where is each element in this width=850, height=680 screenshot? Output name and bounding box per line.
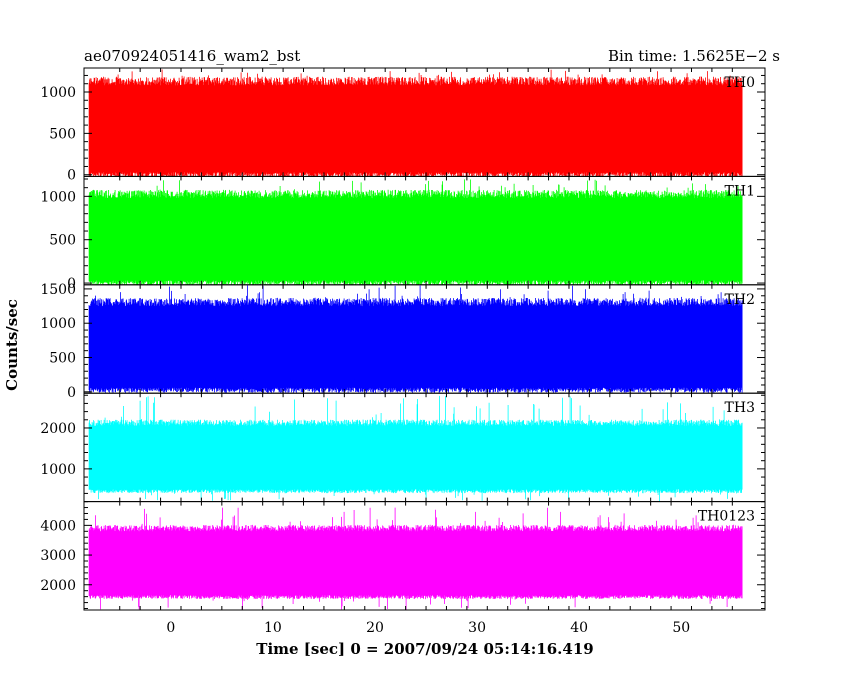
y-tick-label: 4000 [40, 518, 76, 534]
x-tick-label: 10 [264, 620, 282, 636]
x-tick-label: 40 [570, 620, 588, 636]
y-axis-label: Counts/sec [3, 299, 21, 391]
y-tick-label: 2000 [40, 578, 76, 594]
series-th3-trace [88, 395, 743, 502]
y-tick-label: 1000 [40, 189, 76, 205]
series-th1-trace [88, 179, 743, 285]
x-tick-label: 20 [366, 620, 384, 636]
x-tick-label: 30 [468, 620, 486, 636]
y-tick-label: 3000 [40, 548, 76, 564]
y-tick-label: 1500 [40, 282, 76, 298]
y-tick-label: 500 [49, 351, 76, 367]
series-th0-trace [88, 69, 743, 177]
x-axis-label: Time [sec] 0 = 2007/09/24 05:14:16.419 [256, 640, 593, 658]
series-th0123-trace [88, 507, 743, 610]
y-tick-label: 500 [49, 233, 76, 249]
y-tick-label: 0 [67, 168, 76, 184]
y-tick-label: 500 [49, 126, 76, 142]
panel-th3: 1000 2000 TH3 [40, 392, 766, 503]
panel-th0: 0 500 1000 TH0 [40, 67, 766, 184]
panels-group: 0 500 1000 TH0 0 500 1000 TH1 0 500 1000 1500 TH2 100… [40, 67, 766, 611]
panel-label: TH0 [725, 75, 755, 91]
panel-label: TH0123 [698, 509, 755, 525]
y-tick-label: 0 [67, 276, 76, 292]
y-tick-label: 1000 [40, 85, 76, 101]
x-tick-label: 0 [166, 620, 175, 636]
y-tick-label: 0 [67, 385, 76, 401]
y-tick-label: 2000 [40, 421, 76, 437]
x-axis-ticks: 0 10 20 30 40 50 [166, 620, 690, 636]
panel-th0123: 2000 3000 4000 TH0123 [40, 501, 766, 611]
y-tick-label: 1000 [40, 462, 76, 478]
x-tick-label: 50 [672, 620, 690, 636]
panel-label: TH2 [725, 292, 755, 308]
panel-label: TH1 [725, 183, 755, 199]
bin-time-label: Bin time: 1.5625E−2 s [608, 47, 780, 65]
panel-label: TH3 [725, 400, 755, 416]
panel-th1: 0 500 1000 TH1 [40, 175, 766, 292]
panel-frame [83, 501, 766, 611]
series-th2-trace [88, 285, 743, 393]
chart-title: ae070924051416_wam2_bst [84, 47, 300, 65]
y-tick-label: 1000 [40, 316, 76, 332]
panel-th2: 0 500 1000 1500 TH2 [40, 282, 766, 401]
